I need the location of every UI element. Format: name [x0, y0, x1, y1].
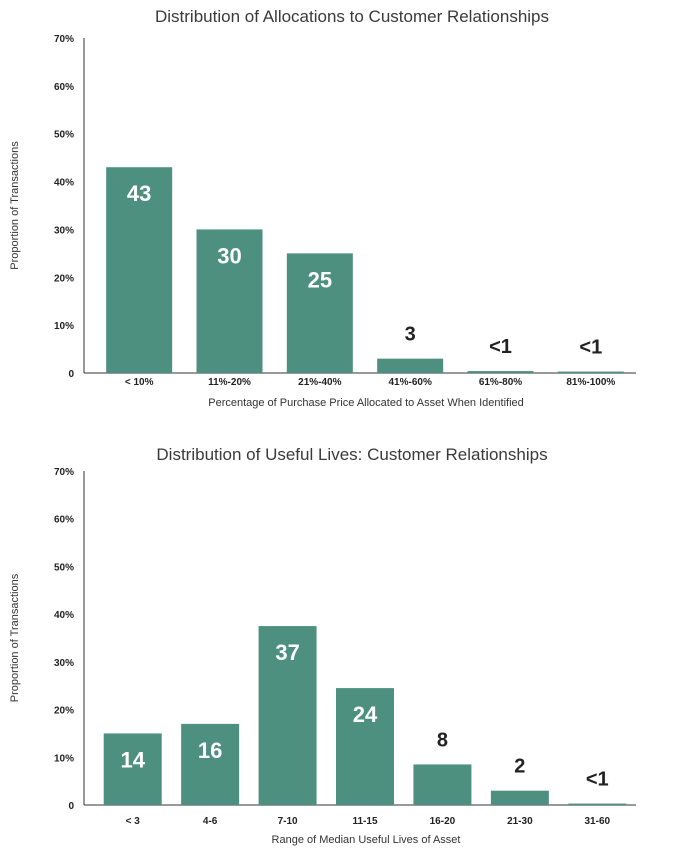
chart1-y-tick-label: 10%	[54, 321, 74, 332]
chart1-category-label: < 10%	[125, 377, 154, 388]
chart1-bar	[106, 167, 173, 373]
chart1-bar	[377, 358, 444, 373]
chart1-category-label: 81%-100%	[566, 377, 615, 388]
chart2-y-tick-label: 20%	[54, 706, 74, 717]
chart2-category-label: 4-6	[203, 816, 218, 827]
chart1-y-tick-label: 50%	[54, 130, 74, 141]
chart2-bar	[568, 803, 627, 805]
chart2-y-tick-label: 70%	[54, 467, 74, 478]
chart1-title: Distribution of Allocations to Customer …	[155, 7, 549, 26]
chart1-y-tick-label: 60%	[54, 82, 74, 93]
chart2-bar	[103, 733, 162, 805]
chart1-data-label: 25	[308, 267, 332, 292]
chart1-category-label: 11%-20%	[208, 377, 251, 388]
chart1-category-label: 21%-40%	[298, 377, 341, 388]
chart1-data-label: 30	[217, 243, 241, 268]
chart2-category-label: 11-15	[352, 816, 377, 827]
chart1-y-tick-label: 70%	[54, 34, 74, 45]
chart1-data-label: <1	[579, 337, 602, 359]
chart2-data-label: 2	[514, 756, 525, 778]
chart1-y-tick-label: 0	[68, 369, 74, 380]
chart1-bar	[557, 371, 624, 373]
chart2-y-tick-label: 0	[68, 801, 74, 812]
chart1-y-axis-label: Proportion of Transactions	[9, 141, 21, 270]
chart2-category-label: 7-10	[278, 816, 298, 827]
chart2-title: Distribution of Useful Lives: Customer R…	[156, 445, 547, 464]
chart1-y-tick-label: 40%	[54, 178, 74, 189]
chart2-category-label: 21-30	[507, 816, 533, 827]
chart2-category-label: 16-20	[430, 816, 456, 827]
chart1-data-label: 3	[405, 324, 416, 346]
chart1-bar	[286, 253, 353, 373]
chart2-bar	[181, 723, 240, 805]
chart2-y-tick-label: 50%	[54, 562, 74, 573]
chart2-data-label: 24	[353, 702, 378, 727]
chart2-y-tick-label: 30%	[54, 658, 74, 669]
chart2-bar	[490, 790, 549, 805]
chart1-data-label: 43	[127, 181, 151, 206]
chart2-data-label: 8	[437, 729, 448, 751]
chart1-y-tick-label: 20%	[54, 273, 74, 284]
chart2-category-label: < 3	[126, 816, 141, 827]
chart2-bar	[258, 626, 317, 805]
chart2-category-label: 31-60	[584, 816, 610, 827]
chart1-y-tick-label: 30%	[54, 225, 74, 236]
chart2-y-tick-label: 10%	[54, 753, 74, 764]
chart2-bar	[413, 764, 472, 805]
chart2-data-label: 37	[275, 640, 299, 665]
chart2-data-label: 16	[198, 738, 222, 763]
chart1-category-label: 61%-80%	[479, 377, 522, 388]
chart1-bar	[196, 229, 263, 373]
chart2-x-axis-label: Range of Median Useful Lives of Asset	[272, 834, 461, 846]
chart1-bar	[467, 371, 534, 373]
chart2-data-label: <1	[586, 769, 609, 791]
chart2-y-tick-label: 60%	[54, 515, 74, 526]
chart1-category-label: 41%-60%	[388, 377, 431, 388]
chart2-data-label: 14	[120, 747, 145, 772]
chart2-y-tick-label: 40%	[54, 610, 74, 621]
chart2-bar	[336, 688, 394, 805]
chart1-data-label: <1	[489, 336, 512, 358]
chart1-x-axis-label: Percentage of Purchase Price Allocated t…	[208, 397, 524, 409]
chart2-y-axis-label: Proportion of Transactions	[9, 573, 21, 702]
